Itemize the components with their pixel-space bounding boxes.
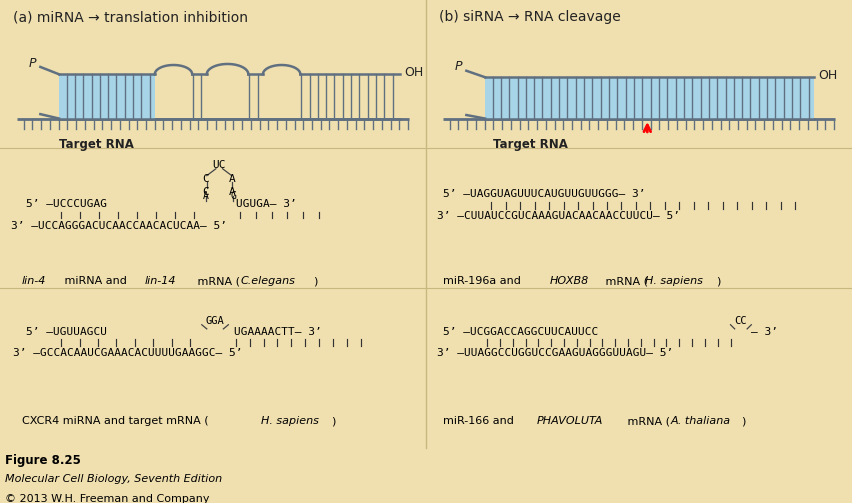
- Text: CC: CC: [734, 316, 747, 326]
- Text: UC: UC: [212, 160, 226, 171]
- Text: ): ): [716, 276, 720, 286]
- Text: 3’ –CUUAUCCGUCAAAGUACAACAACCUUCU– 5’: 3’ –CUUAUCCGUCAAAGUACAACAACCUUCU– 5’: [437, 211, 680, 221]
- Text: P: P: [28, 57, 36, 69]
- Bar: [485, 77, 814, 119]
- Text: Figure 8.25: Figure 8.25: [5, 454, 81, 467]
- Text: C: C: [203, 187, 210, 197]
- Text: Target RNA: Target RNA: [493, 138, 568, 151]
- Bar: [59, 74, 155, 119]
- Text: HOXB8: HOXB8: [550, 276, 589, 286]
- Text: 5’ –UAGGUAGUUUCAUGUUGUUGGG– 3’: 5’ –UAGGUAGUUUCAUGUUGUUGGG– 3’: [444, 190, 646, 199]
- Text: mRNA (: mRNA (: [194, 276, 240, 286]
- Text: GGA: GGA: [205, 316, 224, 326]
- Text: 3’ –UUAGGCCUGGUCCGAAGUAGGGUUAGU– 5’: 3’ –UUAGGCCUGGUCCGAAGUAGGGUUAGU– 5’: [437, 348, 673, 358]
- Text: 3’ –GCCACAAUCGAAACACUUUUGAAGGC– 5’: 3’ –GCCACAAUCGAAACACUUUUGAAGGC– 5’: [14, 348, 243, 358]
- Text: – 3’: – 3’: [751, 326, 779, 337]
- Text: C: C: [203, 174, 210, 184]
- Text: 5’ –UGUUAGCU: 5’ –UGUUAGCU: [26, 326, 106, 337]
- Text: UGAAAACTT– 3’: UGAAAACTT– 3’: [233, 326, 321, 337]
- Text: 5’ –UCCCUGAG: 5’ –UCCCUGAG: [26, 199, 106, 209]
- Text: ): ): [331, 416, 336, 427]
- Text: lin-4: lin-4: [21, 276, 46, 286]
- Text: mRNA (: mRNA (: [602, 276, 648, 286]
- Text: miRNA and: miRNA and: [61, 276, 130, 286]
- Text: Molecular Cell Biology, Seventh Edition: Molecular Cell Biology, Seventh Edition: [5, 473, 222, 483]
- Text: A. thaliana: A. thaliana: [671, 416, 730, 427]
- Text: 3’ –UCCAGGGACUCAACCAACACUCAA– 5’: 3’ –UCCAGGGACUCAACCAACACUCAA– 5’: [11, 221, 227, 230]
- Text: P: P: [454, 60, 462, 73]
- Text: A: A: [229, 174, 236, 184]
- Text: H. sapiens: H. sapiens: [261, 416, 319, 427]
- Text: A: A: [203, 191, 209, 201]
- Text: ): ): [313, 276, 317, 286]
- Text: G: G: [230, 191, 236, 201]
- Text: ): ): [741, 416, 746, 427]
- Text: UGUGA– 3’: UGUGA– 3’: [236, 199, 296, 209]
- Text: © 2013 W.H. Freeman and Company: © 2013 W.H. Freeman and Company: [5, 494, 210, 503]
- Text: PHAVOLUTA: PHAVOLUTA: [537, 416, 603, 427]
- Text: CXCR4 miRNA and target mRNA (: CXCR4 miRNA and target mRNA (: [21, 416, 208, 427]
- Text: C.elegans: C.elegans: [240, 276, 295, 286]
- Text: mRNA (: mRNA (: [625, 416, 671, 427]
- Text: H. sapiens: H. sapiens: [645, 276, 703, 286]
- Text: OH: OH: [818, 69, 838, 82]
- Text: A: A: [229, 187, 236, 197]
- Text: Target RNA: Target RNA: [59, 138, 134, 151]
- Text: miR-196a and: miR-196a and: [444, 276, 525, 286]
- Text: OH: OH: [405, 66, 423, 79]
- Text: miR-166 and: miR-166 and: [444, 416, 518, 427]
- Text: lin-14: lin-14: [144, 276, 176, 286]
- Text: (a) miRNA → translation inhibition: (a) miRNA → translation inhibition: [14, 11, 248, 25]
- Text: (b) siRNA → RNA cleavage: (b) siRNA → RNA cleavage: [440, 11, 621, 25]
- Text: 5’ –UCGGACCAGGCUUCAUUCC: 5’ –UCGGACCAGGCUUCAUUCC: [444, 326, 599, 337]
